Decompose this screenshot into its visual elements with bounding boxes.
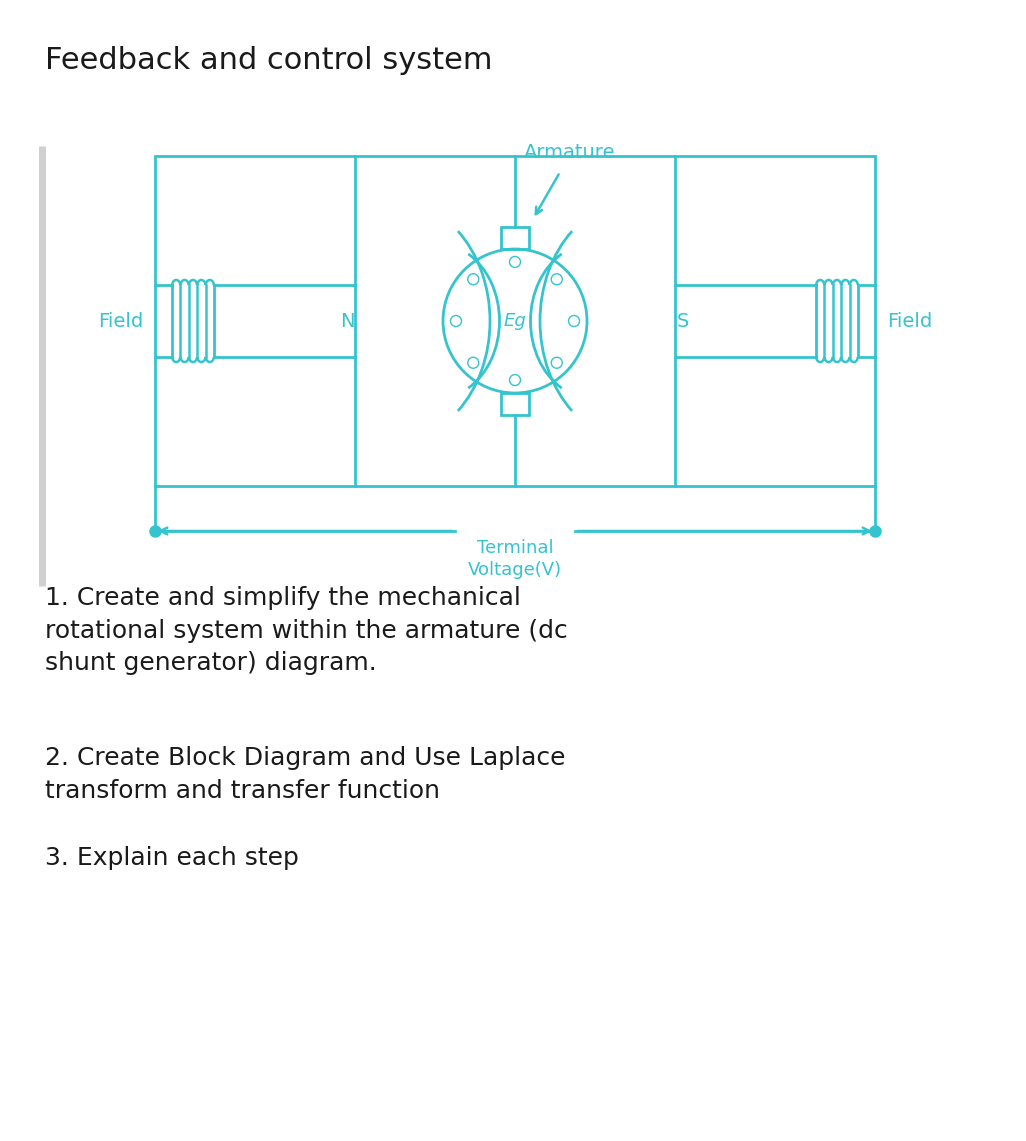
Bar xyxy=(501,227,529,249)
Text: 2. Create Block Diagram and Use Laplace
transform and transfer function: 2. Create Block Diagram and Use Laplace … xyxy=(45,746,565,802)
Text: Eg: Eg xyxy=(504,311,526,330)
Text: Terminal
Voltage(V): Terminal Voltage(V) xyxy=(468,539,562,580)
Text: Field: Field xyxy=(97,311,143,331)
Text: N: N xyxy=(340,311,354,331)
Text: Armature: Armature xyxy=(524,143,616,162)
Text: S: S xyxy=(677,311,689,331)
Text: 1. Create and simplify the mechanical
rotational system within the armature (dc
: 1. Create and simplify the mechanical ro… xyxy=(45,586,567,675)
Text: Field: Field xyxy=(887,311,933,331)
Bar xyxy=(155,156,875,486)
Bar xyxy=(501,393,529,415)
Text: Feedback and control system: Feedback and control system xyxy=(45,46,492,75)
Text: 3. Explain each step: 3. Explain each step xyxy=(45,845,299,869)
